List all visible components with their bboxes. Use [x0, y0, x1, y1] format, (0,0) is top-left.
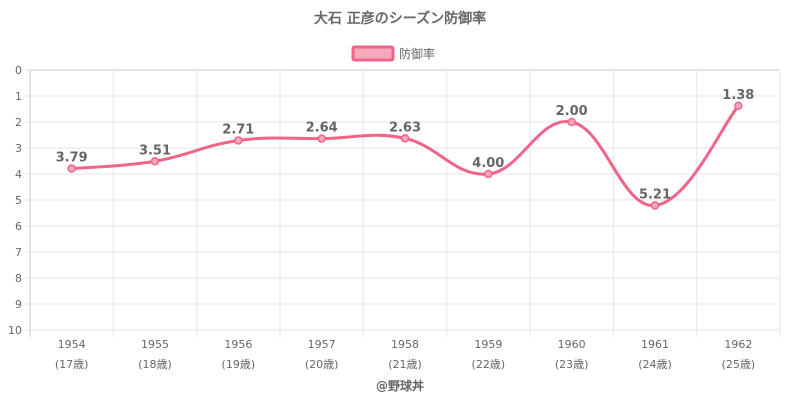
y-tick-label: 6 [15, 220, 22, 233]
data-label: 4.00 [472, 156, 504, 171]
x-tick-sublabel: (21歳) [388, 358, 422, 371]
data-point[interactable] [234, 136, 243, 145]
y-tick-label: 10 [8, 324, 22, 337]
data-label: 3.79 [56, 151, 88, 166]
y-tick-label: 9 [15, 298, 22, 311]
legend-label: 防御率 [399, 46, 435, 61]
data-label: 2.64 [306, 121, 338, 136]
y-tick-label: 8 [15, 272, 22, 285]
x-tick-label: 1959 [474, 338, 502, 351]
grid [29, 69, 781, 337]
x-tick-label: 1961 [641, 338, 669, 351]
x-tick-sublabel: (24歳) [638, 358, 672, 371]
x-tick-label: 1962 [724, 338, 752, 351]
y-tick-label: 4 [15, 168, 22, 181]
x-tick-sublabel: (17歳) [55, 358, 89, 371]
data-point[interactable] [317, 134, 326, 143]
x-tick-label: 1957 [308, 338, 336, 351]
y-axis: 0 1 2 3 4 5 6 7 8 9 10 [8, 64, 30, 337]
x-tick-label: 1954 [58, 338, 86, 351]
x-tick-sublabel: (23歳) [555, 358, 589, 371]
y-tick-label: 7 [15, 246, 22, 259]
x-tick-sublabel: (20歳) [305, 358, 339, 371]
data-point[interactable] [734, 101, 743, 111]
x-tick-label: 1958 [391, 338, 419, 351]
y-tick-label: 5 [15, 194, 22, 207]
legend[interactable]: 防御率 [351, 45, 435, 62]
data-point[interactable] [67, 164, 76, 173]
data-points [67, 101, 743, 210]
x-tick-sublabel: (22歳) [472, 358, 506, 371]
y-tick-label: 0 [15, 64, 22, 77]
series-line-era [70, 104, 740, 207]
data-point[interactable] [484, 169, 493, 179]
x-axis-label: @野球丼 [376, 378, 424, 393]
y-tick-label: 1 [15, 90, 22, 103]
data-point[interactable] [150, 157, 160, 166]
x-tick-label: 1960 [558, 338, 586, 351]
data-label: 5.21 [639, 187, 671, 202]
data-label: 3.51 [139, 143, 171, 158]
data-label: 1.38 [722, 88, 754, 103]
x-axis: 1954 (17歳) 1955 (18歳) 1956 (19歳) 1957 (20歳) 1958… [55, 338, 755, 371]
data-point[interactable] [567, 117, 576, 127]
y-tick-label: 2 [15, 116, 22, 129]
x-tick-sublabel: (25歳) [722, 358, 756, 371]
y-tick-label: 3 [15, 142, 22, 155]
legend-swatch [351, 45, 395, 62]
data-label: 2.63 [389, 120, 421, 135]
x-tick-sublabel: (19歳) [222, 358, 256, 371]
x-tick-label: 1955 [141, 338, 169, 351]
data-label: 2.00 [556, 104, 588, 119]
data-labels: 3.79 3.51 2.71 2.64 2.63 4.00 2.00 5.21 1.38 [56, 88, 755, 203]
data-point[interactable] [400, 134, 410, 143]
data-point[interactable] [650, 201, 660, 210]
data-label: 2.71 [222, 122, 254, 137]
chart-title: 大石 正彦のシーズン防御率 [314, 10, 486, 27]
x-tick-sublabel: (18歳) [138, 358, 172, 371]
x-tick-label: 1956 [224, 338, 252, 351]
